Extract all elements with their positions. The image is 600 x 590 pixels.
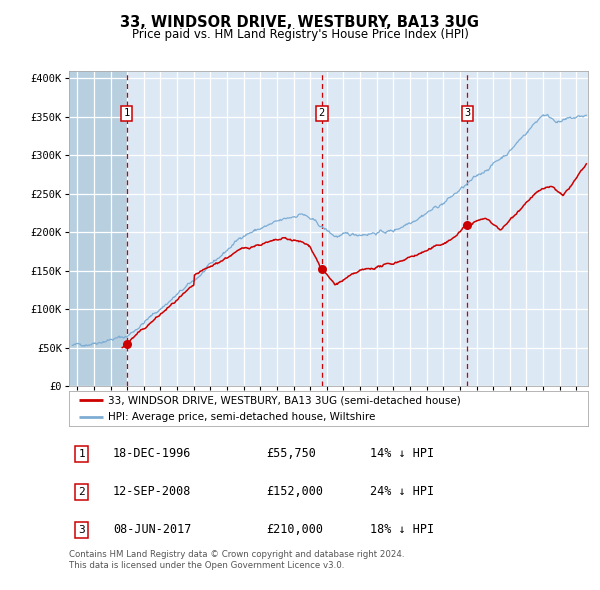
Text: 12-SEP-2008: 12-SEP-2008	[113, 485, 191, 498]
Text: 3: 3	[464, 109, 470, 119]
Text: 3: 3	[79, 525, 85, 535]
Text: 2: 2	[79, 487, 85, 497]
Text: Contains HM Land Registry data © Crown copyright and database right 2024.: Contains HM Land Registry data © Crown c…	[69, 550, 404, 559]
Text: 1: 1	[79, 449, 85, 458]
Bar	[69, 71, 127, 386]
Text: £55,750: £55,750	[266, 447, 316, 460]
Text: 08-JUN-2017: 08-JUN-2017	[113, 523, 191, 536]
Text: Price paid vs. HM Land Registry's House Price Index (HPI): Price paid vs. HM Land Registry's House …	[131, 28, 469, 41]
Text: 18-DEC-1996: 18-DEC-1996	[113, 447, 191, 460]
Text: 24% ↓ HPI: 24% ↓ HPI	[370, 485, 434, 498]
Text: 1: 1	[124, 109, 130, 119]
Text: 33, WINDSOR DRIVE, WESTBURY, BA13 3UG: 33, WINDSOR DRIVE, WESTBURY, BA13 3UG	[121, 15, 479, 30]
Text: 18% ↓ HPI: 18% ↓ HPI	[370, 523, 434, 536]
Text: This data is licensed under the Open Government Licence v3.0.: This data is licensed under the Open Gov…	[69, 560, 344, 569]
Text: £152,000: £152,000	[266, 485, 323, 498]
Text: 2: 2	[319, 109, 325, 119]
Text: 14% ↓ HPI: 14% ↓ HPI	[370, 447, 434, 460]
Text: £210,000: £210,000	[266, 523, 323, 536]
Text: 33, WINDSOR DRIVE, WESTBURY, BA13 3UG (semi-detached house): 33, WINDSOR DRIVE, WESTBURY, BA13 3UG (s…	[108, 395, 461, 405]
Text: HPI: Average price, semi-detached house, Wiltshire: HPI: Average price, semi-detached house,…	[108, 412, 376, 422]
